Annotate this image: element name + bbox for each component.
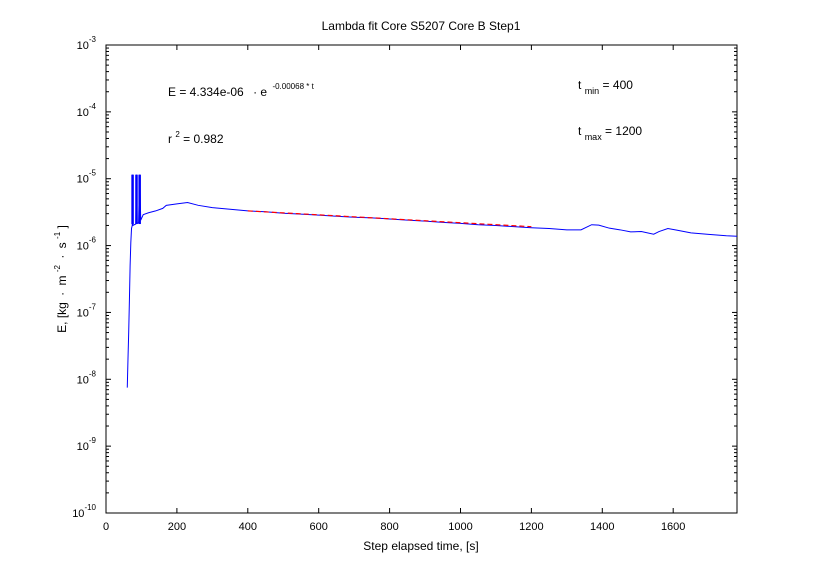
chart-title: Lambda fit Core S5207 Core B Step1 xyxy=(322,19,521,33)
plot-area xyxy=(105,44,738,514)
fit-equation: E = 4.334e-06 · e -0.00068 * t xyxy=(168,82,315,99)
x-tick-label: 800 xyxy=(380,521,398,533)
t-min: t min = 400 xyxy=(578,78,633,97)
x-tick-label: 400 xyxy=(239,521,257,533)
y-tick-label: 10-6 xyxy=(77,236,97,253)
series-layer xyxy=(126,174,738,388)
x-tick-label: 200 xyxy=(168,521,186,533)
r-squared: r 2 = 0.982 xyxy=(168,126,224,146)
x-axis-label: Step elapsed time, [s] xyxy=(363,539,478,553)
x-tick-label: 1600 xyxy=(661,521,685,533)
x-tick-label: 1200 xyxy=(519,521,543,533)
x-tick-label: 1400 xyxy=(590,521,614,533)
y-tick-label: 10-3 xyxy=(77,35,97,52)
x-tick-label: 1000 xyxy=(448,521,472,533)
data-series-line xyxy=(126,174,738,388)
y-tick-label: 10-5 xyxy=(77,169,97,186)
y-tick-label: 10-4 xyxy=(77,102,97,119)
x-tick-label: 600 xyxy=(310,521,328,533)
y-axis-label: E, [kg · m -2 · s -1 ] xyxy=(49,225,69,333)
x-tick-label: 0 xyxy=(103,521,109,533)
y-axis: 10-10 10-9 10-8 10-7 10-6 10-5 10-4 10-3 xyxy=(72,35,737,520)
y-tick-label: 10-7 xyxy=(77,302,97,319)
y-tick-label: 10-9 xyxy=(77,436,97,453)
y-tick-label: 10-10 xyxy=(72,503,96,520)
fit-line xyxy=(247,210,532,228)
t-max: t max = 1200 xyxy=(578,124,642,143)
x-axis: 0 200 400 600 800 1000 1200 1400 1600 xyxy=(103,45,685,533)
y-tick-label: 10-8 xyxy=(77,369,97,386)
